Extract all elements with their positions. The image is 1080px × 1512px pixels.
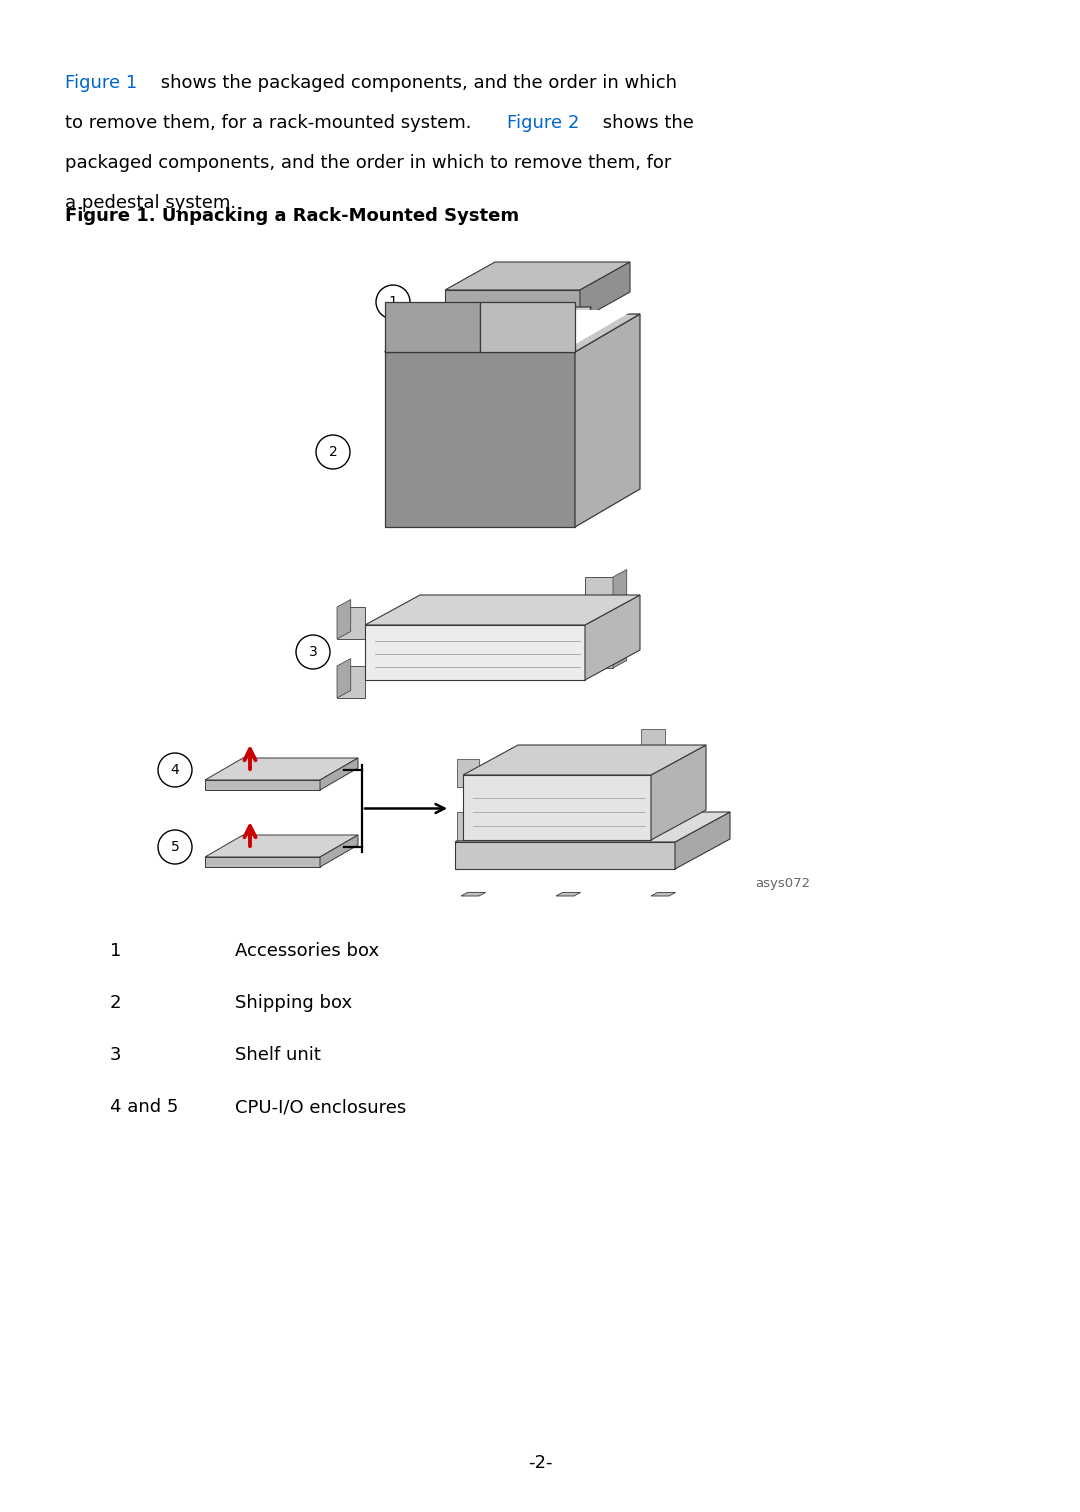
Polygon shape [480, 307, 591, 352]
Polygon shape [642, 729, 665, 758]
Polygon shape [575, 314, 640, 528]
Text: 4: 4 [171, 764, 179, 777]
Polygon shape [337, 659, 351, 699]
Text: Figure 1: Figure 1 [65, 74, 137, 92]
Text: Figure 1. Unpacking a Rack-Mounted System: Figure 1. Unpacking a Rack-Mounted Syste… [65, 207, 519, 225]
Text: 2: 2 [328, 445, 337, 460]
Text: 2: 2 [110, 993, 122, 1012]
Polygon shape [651, 745, 706, 841]
Polygon shape [463, 776, 651, 841]
Text: 3: 3 [110, 1046, 122, 1064]
Polygon shape [455, 812, 730, 842]
Text: 1: 1 [389, 295, 397, 308]
Text: a pedestal system.: a pedestal system. [65, 194, 237, 212]
Text: 1: 1 [110, 942, 121, 960]
Polygon shape [580, 262, 630, 321]
Polygon shape [585, 596, 640, 680]
Polygon shape [320, 758, 357, 789]
Text: -2-: -2- [528, 1455, 552, 1473]
Polygon shape [337, 599, 351, 640]
Polygon shape [457, 759, 480, 788]
Text: 4 and 5: 4 and 5 [110, 1098, 178, 1116]
Polygon shape [391, 310, 634, 348]
Polygon shape [384, 307, 496, 352]
Polygon shape [651, 892, 676, 897]
Polygon shape [457, 812, 480, 841]
Polygon shape [205, 857, 320, 866]
Text: 5: 5 [171, 841, 179, 854]
Polygon shape [337, 606, 365, 640]
Polygon shape [445, 290, 580, 321]
Text: 3: 3 [309, 646, 318, 659]
Polygon shape [384, 314, 640, 352]
Text: packaged components, and the order in which to remove them, for: packaged components, and the order in wh… [65, 154, 672, 172]
Polygon shape [613, 629, 626, 668]
Polygon shape [365, 624, 585, 680]
Polygon shape [585, 637, 613, 668]
Polygon shape [205, 835, 357, 857]
Polygon shape [556, 892, 581, 897]
Polygon shape [585, 578, 613, 609]
Polygon shape [445, 262, 630, 290]
Polygon shape [675, 812, 730, 869]
Polygon shape [337, 665, 365, 699]
Polygon shape [205, 780, 320, 789]
Text: shows the: shows the [597, 113, 693, 132]
Polygon shape [642, 782, 665, 810]
Polygon shape [205, 758, 357, 780]
Polygon shape [463, 745, 706, 776]
Text: CPU-I/O enclosures: CPU-I/O enclosures [235, 1098, 406, 1116]
Text: asys072: asys072 [755, 877, 810, 891]
Text: Shelf unit: Shelf unit [235, 1046, 321, 1064]
Text: Shipping box: Shipping box [235, 993, 352, 1012]
Polygon shape [461, 892, 486, 897]
Text: shows the packaged components, and the order in which: shows the packaged components, and the o… [156, 74, 677, 92]
Polygon shape [455, 842, 675, 869]
Polygon shape [480, 302, 575, 352]
Polygon shape [320, 835, 357, 866]
Polygon shape [384, 352, 575, 528]
Text: to remove them, for a rack-mounted system.: to remove them, for a rack-mounted syste… [65, 113, 477, 132]
Polygon shape [365, 596, 640, 624]
Polygon shape [384, 302, 480, 352]
Text: Figure 2: Figure 2 [507, 113, 579, 132]
Polygon shape [613, 570, 626, 609]
Text: Accessories box: Accessories box [235, 942, 379, 960]
